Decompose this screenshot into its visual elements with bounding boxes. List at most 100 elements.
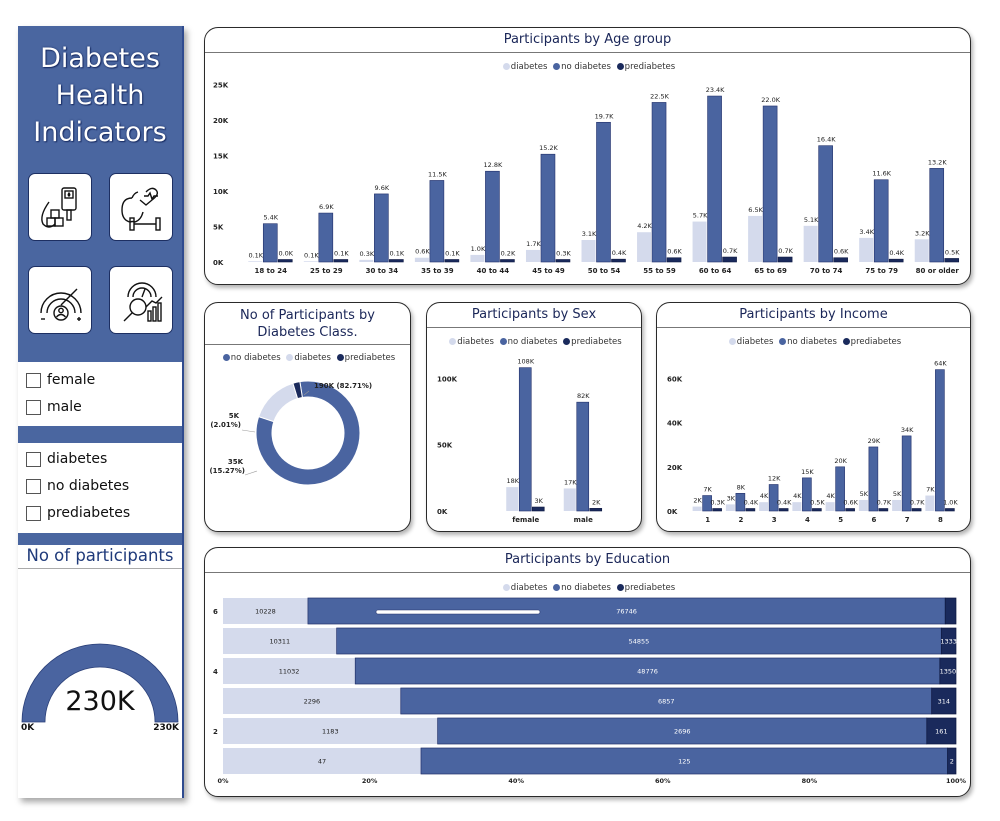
filter-class-diabetes[interactable]: diabetes <box>26 449 107 469</box>
x-tick-label: 2 <box>738 516 743 524</box>
bar-no-diabetes <box>935 369 945 512</box>
y-tick-label: 40K <box>667 420 683 428</box>
filter-label: female <box>47 372 96 388</box>
leader-line <box>244 470 258 476</box>
segment-diabetes <box>223 748 421 774</box>
filter-class-prediabetes[interactable]: prediabetes <box>26 503 130 523</box>
bar-prediabetes <box>712 508 722 512</box>
bar-diabetes <box>637 232 652 262</box>
bar-no-diabetes <box>929 168 945 263</box>
bar-prediabetes <box>389 259 404 263</box>
filter-sex-male[interactable]: male <box>26 397 82 417</box>
data-label: 0.7K <box>778 247 793 255</box>
data-label: 18K <box>506 477 519 485</box>
data-label: 9.6K <box>375 184 390 192</box>
card-income: Participants by Income diabetes no diabe… <box>656 302 971 532</box>
segment-label: 10311 <box>269 638 290 646</box>
segment-prediabetes <box>926 717 957 745</box>
x-tick-label: 8 <box>938 516 943 524</box>
bar-no-diabetes <box>802 477 812 512</box>
data-label: 16.4K <box>817 136 836 144</box>
chart-legend: diabetes no diabetes prediabetes <box>205 583 970 593</box>
legend-dot-diabetes <box>728 337 736 345</box>
scrollbar-handle[interactable] <box>375 609 541 615</box>
bar-prediabetes <box>833 257 848 263</box>
slice-percent-label: (2.01%) <box>210 421 241 429</box>
data-label: 5.7K <box>693 212 708 220</box>
chart-legend: no diabetes diabetes prediabetes <box>205 353 410 363</box>
bar-prediabetes <box>722 256 737 263</box>
data-label: 0.1K <box>445 250 460 258</box>
segment-prediabetes <box>931 687 957 715</box>
segment-label: 54855 <box>629 638 650 646</box>
x-tick-label: 1 <box>705 516 710 524</box>
bar-diabetes <box>506 487 519 511</box>
segment-diabetes <box>223 598 308 624</box>
y-tick-label: 0K <box>667 508 678 516</box>
segment-label: 2 <box>950 758 954 766</box>
data-label: 29K <box>868 437 881 445</box>
bar-no-diabetes <box>540 153 556 263</box>
checkbox[interactable] <box>26 478 41 494</box>
legend-dot-no-diabetes <box>553 583 561 591</box>
chart-title: Participants by Sex <box>427 303 641 328</box>
segment-prediabetes <box>940 627 957 655</box>
legend-dot-no-diabetes <box>222 353 230 361</box>
bar-no-diabetes <box>429 180 445 263</box>
filter-label: male <box>47 399 82 415</box>
data-label: 3.2K <box>915 229 930 237</box>
data-label: 23.4K <box>706 86 725 94</box>
x-tick-label: 80% <box>802 777 818 785</box>
filter-label: no diabetes <box>47 478 130 494</box>
bar-diabetes <box>914 239 929 262</box>
bar-diabetes <box>248 261 263 262</box>
filter-label: prediabetes <box>47 505 131 521</box>
legend-label: no diabetes <box>561 62 611 72</box>
segment-label: 10228 <box>255 608 276 616</box>
sidebar-header: Diabetes Health Indicators <box>18 26 182 362</box>
bar-diabetes <box>725 504 735 511</box>
legend-dot-diabetes <box>286 353 294 361</box>
checkbox[interactable] <box>26 372 41 388</box>
bar-no-diabetes <box>518 367 532 512</box>
bar-no-diabetes <box>835 466 845 512</box>
bar-no-diabetes <box>374 193 389 263</box>
chart-title: Participants by Education <box>205 548 970 573</box>
card-sex: Participants by Sex diabetes no diabetes… <box>426 302 642 532</box>
data-label: 0.6K <box>843 499 858 507</box>
bar-diabetes <box>759 502 769 511</box>
segment-no-diabetes <box>437 717 928 745</box>
sidebar: Diabetes Health Indicators <box>18 26 184 798</box>
filter-sex-female[interactable]: female <box>26 370 95 390</box>
data-label: 0.4K <box>889 249 904 257</box>
checkbox[interactable] <box>26 399 41 415</box>
y-tick-label: 60K <box>667 375 683 383</box>
x-tick-label: 60% <box>655 777 671 785</box>
bar-prediabetes <box>812 508 822 512</box>
data-label: 0.3K <box>710 499 725 507</box>
segment-diabetes <box>223 718 438 744</box>
x-tick-label: 100% <box>946 777 967 785</box>
checkbox[interactable] <box>26 505 41 521</box>
data-label: 3K <box>727 494 736 502</box>
segment-diabetes <box>223 658 356 684</box>
dashboard-title: Diabetes Health Indicators <box>18 40 182 151</box>
bar-no-diabetes <box>762 105 778 263</box>
segment-label: 11032 <box>279 668 300 676</box>
data-label: 22.0K <box>761 96 780 104</box>
y-tick-label: 4 <box>213 668 218 676</box>
x-tick-label: 0% <box>217 777 229 785</box>
checkbox[interactable] <box>26 451 41 467</box>
bar-diabetes <box>692 506 702 511</box>
data-label: 15.2K <box>539 144 558 152</box>
filter-class-no-diabetes[interactable]: no diabetes <box>26 476 129 496</box>
legend-label: no diabetes <box>787 337 837 347</box>
x-tick-label: 7 <box>905 516 910 524</box>
bar-prediabetes <box>944 258 960 263</box>
slice-value-label: 5K <box>229 412 240 420</box>
data-label: 12.8K <box>484 161 503 169</box>
bar-prediabetes <box>878 508 889 512</box>
data-label: 4.2K <box>637 222 652 230</box>
bar-diabetes <box>470 254 485 262</box>
y-tick-label: 20K <box>213 117 229 125</box>
